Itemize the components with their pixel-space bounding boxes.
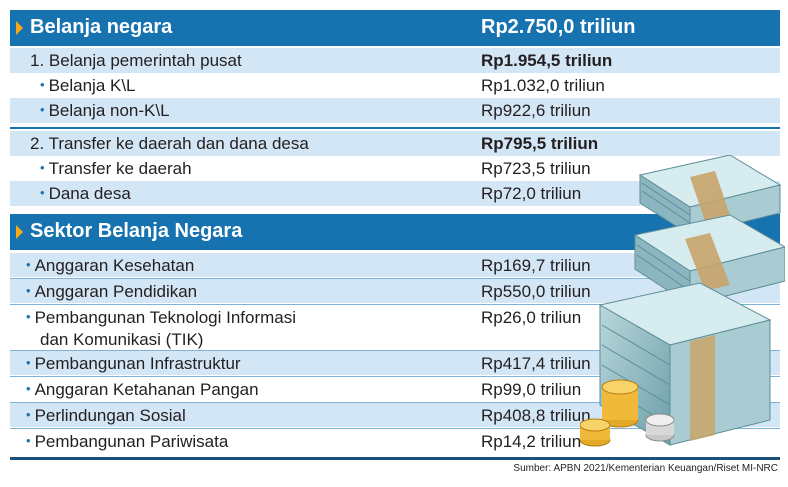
table-row: • Belanja non-K\L Rp922,6 triliun <box>10 98 780 123</box>
header-arrow-icon <box>16 225 23 239</box>
row-value: Rp26,0 triliun <box>481 308 582 327</box>
bullet-icon: • <box>26 283 31 298</box>
row-label: Anggaran Pendidikan <box>34 282 198 301</box>
row-label: Belanja non-K\L <box>48 101 170 120</box>
row-value: Rp922,6 triliun <box>481 101 591 120</box>
bullet-icon: • <box>26 407 31 422</box>
row-value: Rp795,5 triliun <box>481 134 599 153</box>
bullet-icon: • <box>26 309 31 324</box>
row-value: Rp14,2 triliun <box>481 432 582 451</box>
divider <box>10 350 780 351</box>
row-label: Transfer ke daerah <box>48 159 192 178</box>
bullet-icon: • <box>26 257 31 272</box>
bullet-icon: • <box>40 102 45 117</box>
table-row: 2. Transfer ke daerah dan dana desa Rp79… <box>10 131 780 156</box>
row-label: Pembangunan Teknologi Informasi <box>34 308 297 327</box>
header-amount: Rp2.750,0 triliun <box>481 16 636 38</box>
row-label: Anggaran Ketahanan Pangan <box>34 380 259 399</box>
row-value: Rp550,0 triliun <box>481 282 591 301</box>
header-belanja-negara: Belanja negara Rp2.750,0 triliun <box>10 10 780 46</box>
table-row: • Transfer ke daerah Rp723,5 triliun <box>10 156 780 181</box>
bullet-icon: • <box>40 185 45 200</box>
row-label: Perlindungan Sosial <box>34 406 186 425</box>
bullet-icon: • <box>26 355 31 370</box>
row-label: Belanja K\L <box>48 76 136 95</box>
bullet-icon: • <box>26 433 31 448</box>
row-value: Rp72,0 triliun <box>481 184 582 203</box>
row-value: Rp408,8 triliun <box>481 406 591 425</box>
table-row: • Pembangunan Pariwisata Rp14,2 triliun <box>10 429 780 453</box>
row-value: Rp723,5 triliun <box>481 159 591 178</box>
divider <box>10 304 780 305</box>
row-value: Rp1.954,5 triliun <box>481 51 613 70</box>
table-row: 1. Belanja pemerintah pusat Rp1.954,5 tr… <box>10 48 780 73</box>
row-value: Rp99,0 triliun <box>481 380 582 399</box>
bottom-rule <box>10 457 780 460</box>
divider <box>10 402 780 403</box>
row-label: Dana desa <box>48 184 131 203</box>
bullet-icon: • <box>40 160 45 175</box>
row-label-line2: dan Komunikasi (TIK) <box>40 330 204 349</box>
header-title: Sektor Belanja Negara <box>30 220 243 242</box>
row-value: Rp1.032,0 triliun <box>481 76 605 95</box>
row-label: Anggaran Kesehatan <box>34 256 195 275</box>
row-label: Pembangunan Infrastruktur <box>34 354 241 373</box>
header-title: Belanja negara <box>30 16 173 38</box>
divider <box>10 127 780 129</box>
divider <box>10 376 780 377</box>
row-value: Rp169,7 triliun <box>481 256 591 275</box>
divider <box>10 278 780 279</box>
row-label: 1. Belanja pemerintah pusat <box>30 51 242 70</box>
row-value: Rp417,4 triliun <box>481 354 591 373</box>
bullet-icon: • <box>40 77 45 92</box>
row-label: 2. Transfer ke daerah dan dana desa <box>30 134 309 153</box>
table-row: • Belanja K\L Rp1.032,0 triliun <box>10 73 780 98</box>
divider <box>10 428 780 429</box>
source-caption: Sumber: APBN 2021/Kementerian Keuangan/R… <box>513 463 778 474</box>
bullet-icon: • <box>26 381 31 396</box>
row-label: Pembangunan Pariwisata <box>34 432 229 451</box>
header-arrow-icon <box>16 21 23 35</box>
money-stack-icon <box>580 155 785 447</box>
